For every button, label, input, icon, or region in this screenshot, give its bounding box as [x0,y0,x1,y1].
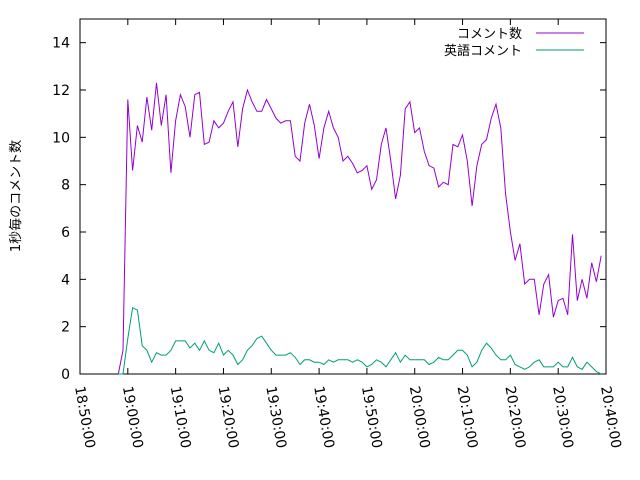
x-tick-label: 19:20:00 [215,385,242,450]
x-tick-label: 20:20:00 [501,385,528,450]
x-tick-label: 19:10:00 [167,385,194,450]
y-tick-label: 10 [52,130,70,146]
x-tick-label: 18:50:00 [71,385,98,450]
legend-label: コメント数 [457,27,522,42]
y-tick-label: 2 [61,320,70,336]
x-tick-label: 20:30:00 [549,385,576,450]
y-axis-title: 1秒毎のコメント数 [8,140,24,252]
x-tick-label: 19:30:00 [262,385,289,450]
y-tick-label: 0 [61,367,70,383]
y-tick-label: 12 [52,83,70,99]
x-tick-label: 20:10:00 [454,385,481,450]
x-tick-label: 20:00:00 [406,385,433,450]
legend-label: 英語コメント [444,43,522,59]
y-axis: 0 2 4 6 8 10 12 14 [52,36,606,383]
x-tick-label: 19:40:00 [310,385,337,450]
series-line-1 [117,82,602,375]
series-line-2 [118,306,602,375]
x-axis: 18:50:00 19:00:00 19:10:00 19:20:00 19:30:00… [71,19,624,450]
plot-frame [79,18,607,375]
x-tick-label: 19:50:00 [358,385,385,450]
x-tick-label: 20:40:00 [597,385,624,450]
x-tick-label: 19:00:00 [119,385,146,450]
series-lines [117,82,602,375]
y-tick-label: 4 [61,272,70,288]
y-tick-label: 14 [52,36,70,52]
y-tick-label: 8 [61,178,70,194]
y-tick-label: 6 [61,225,70,241]
